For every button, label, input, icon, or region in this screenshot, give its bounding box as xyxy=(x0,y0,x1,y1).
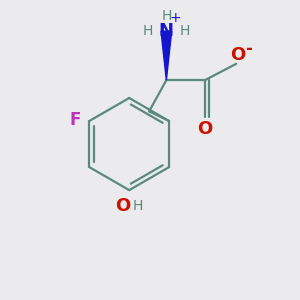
Text: H: H xyxy=(161,9,172,23)
Text: F: F xyxy=(69,110,81,128)
Text: H: H xyxy=(133,199,143,213)
Text: O: O xyxy=(197,120,213,138)
Text: -: - xyxy=(245,40,252,58)
Text: O: O xyxy=(230,46,245,64)
Text: N: N xyxy=(159,22,174,40)
Text: H: H xyxy=(180,24,190,38)
Text: O: O xyxy=(115,196,130,214)
Text: +: + xyxy=(169,11,181,25)
Polygon shape xyxy=(161,31,172,80)
Text: H: H xyxy=(143,24,153,38)
